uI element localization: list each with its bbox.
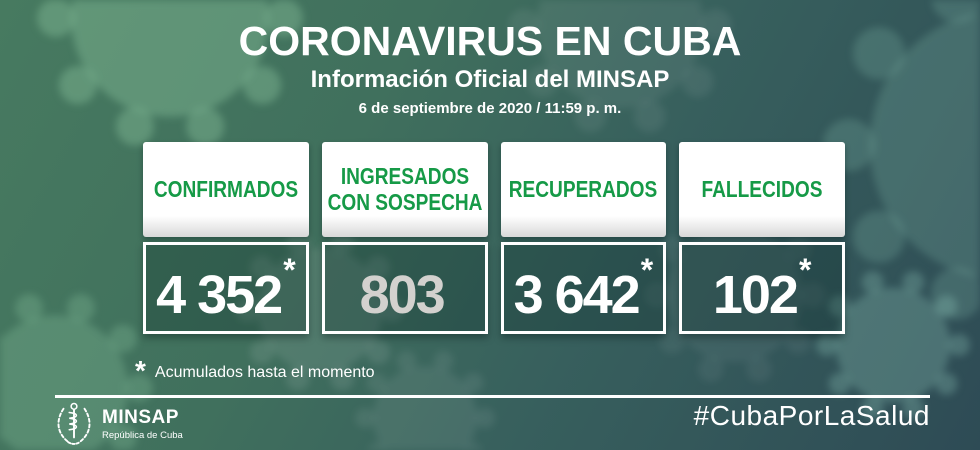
footnote-asterisk: * xyxy=(135,355,146,386)
minsap-name: MINSAP xyxy=(102,406,179,428)
hashtag-text: #CubaPorLaSalud xyxy=(693,400,930,431)
report-date: 6 de septiembre de 2020 / 11:59 p. m. xyxy=(358,100,622,118)
header: CORONAVIRUS EN CUBA Información Oficial … xyxy=(0,0,980,117)
stat-value-box: 803 xyxy=(321,242,488,334)
stat-value-box: 102 * xyxy=(679,242,845,334)
stat-label: FALLECIDOS xyxy=(701,175,823,202)
footnote-text: Acumulados hasta el momento xyxy=(154,364,375,381)
stat-label: INGRESADOS CON SOSPECHA xyxy=(327,163,483,215)
minsap-subtitle: República de Cuba xyxy=(102,429,183,441)
stat-value: 102 * xyxy=(713,254,812,322)
stat-number: 803 xyxy=(359,265,446,325)
stat-label-box: CONFIRMADOS xyxy=(143,142,309,237)
stat-label: CONFIRMADOS xyxy=(153,175,298,202)
asterisk-mark: * xyxy=(283,252,296,288)
stat-value: 4 352 * xyxy=(156,254,296,322)
page-subtitle: Información Oficial del MINSAP xyxy=(310,66,670,94)
stat-card-confirmados: CONFIRMADOS 4 352 * xyxy=(143,142,309,334)
stat-label-box: INGRESADOS CON SOSPECHA xyxy=(321,142,488,237)
minsap-logo: MINSAP República de Cuba xyxy=(53,401,183,447)
stats-cards: CONFIRMADOS 4 352 * INGRESADOS CON SOSPE… xyxy=(143,142,845,334)
stat-number: 3 642 xyxy=(513,265,641,325)
page-title: CORONAVIRUS EN CUBA xyxy=(238,18,742,64)
stat-value-box: 3 642 * xyxy=(500,242,667,334)
virus-icon xyxy=(355,350,495,450)
asterisk-mark: * xyxy=(640,252,654,288)
stat-card-fallecidos: FALLECIDOS 102 * xyxy=(679,142,845,334)
stat-value-box: 4 352 * xyxy=(143,242,309,334)
stat-label-box: RECUPERADOS xyxy=(500,142,667,237)
divider-line xyxy=(55,395,930,398)
asterisk-mark: * xyxy=(798,252,812,288)
stat-card-recuperados: RECUPERADOS 3 642 * xyxy=(500,142,667,334)
stat-value: 3 642 * xyxy=(514,254,654,322)
minsap-emblem-icon xyxy=(57,402,91,445)
stat-value: 803 xyxy=(360,254,450,322)
minsap-text-block: MINSAP República de Cuba xyxy=(102,408,183,441)
stat-card-ingresados: INGRESADOS CON SOSPECHA 803 xyxy=(321,142,488,334)
footnote: * Acumulados hasta el momento xyxy=(135,357,375,385)
stat-label-box: FALLECIDOS xyxy=(679,142,845,237)
stat-label: RECUPERADOS xyxy=(509,175,658,202)
stat-number: 4 352 xyxy=(156,265,283,325)
stat-number: 102 xyxy=(712,265,799,325)
